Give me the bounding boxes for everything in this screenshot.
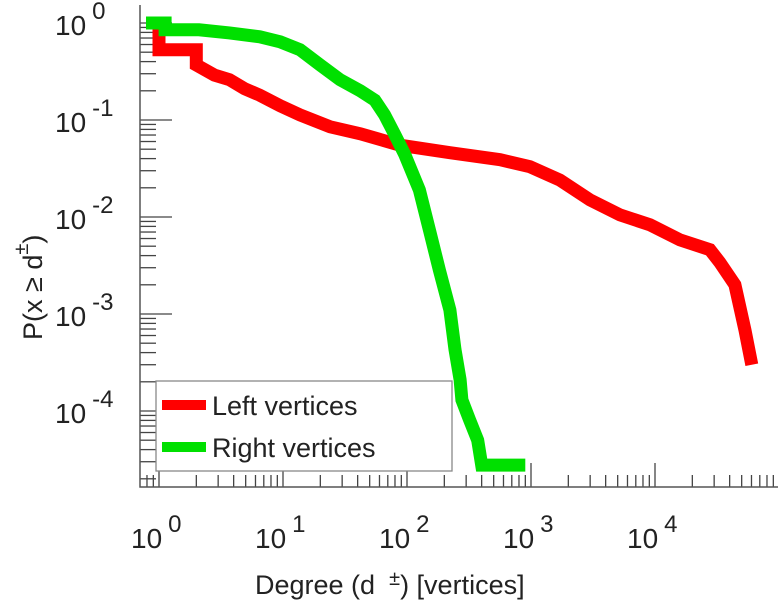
series-line-right-vertices bbox=[146, 16, 526, 472]
legend-label-right: Right vertices bbox=[212, 433, 376, 463]
legend-box bbox=[155, 380, 453, 472]
x-tick-label: 10 2 bbox=[379, 511, 430, 554]
axis-ticks bbox=[140, 22, 774, 487]
y-tick-label: 10 -1 bbox=[55, 95, 114, 138]
y-tick-label: 10 -2 bbox=[55, 192, 114, 235]
y-tick-label: 10 -3 bbox=[55, 289, 114, 332]
legend: Left vertices Right vertices bbox=[155, 380, 453, 472]
y-axis-label: P(x ≥ d±) bbox=[11, 235, 48, 340]
axes-frame bbox=[139, 5, 778, 488]
y-tick-label: 10 0 bbox=[55, 0, 106, 41]
legend-label-left: Left vertices bbox=[212, 391, 358, 421]
y-tick-label: 10 -4 bbox=[55, 386, 114, 429]
x-tick-label: 10 1 bbox=[255, 511, 306, 554]
tick-labels: 10 0 10 1 10 2 10 3 10 4 10 0 10 -1 10 -2 10 -3 10 -4 bbox=[55, 0, 678, 554]
x-tick-label: 10 4 bbox=[627, 511, 678, 554]
series-layer bbox=[146, 16, 759, 472]
x-axis-label: Degree (d ±) [vertices] bbox=[255, 568, 525, 600]
x-tick-label: 10 3 bbox=[503, 511, 554, 554]
x-tick-label: 10 0 bbox=[131, 511, 182, 554]
